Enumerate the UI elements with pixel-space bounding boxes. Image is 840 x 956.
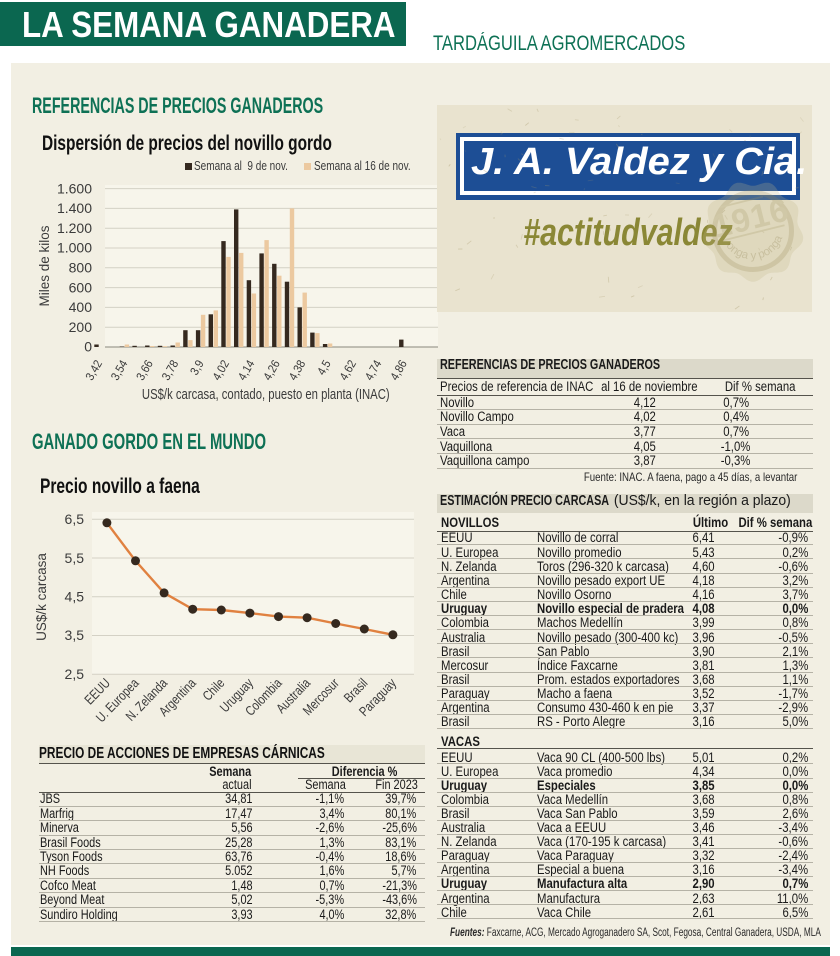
svg-text:4,5: 4,5	[65, 589, 85, 605]
svg-text:6,5: 6,5	[65, 511, 85, 527]
svg-text:4,62: 4,62	[338, 358, 359, 382]
svg-text:3,54: 3,54	[109, 358, 131, 383]
svg-text:4,14: 4,14	[236, 358, 258, 383]
svg-text:1.400: 1.400	[57, 200, 92, 216]
svg-text:1.000: 1.000	[57, 240, 92, 256]
svg-text:1.200: 1.200	[57, 220, 92, 236]
svg-text:400: 400	[69, 299, 93, 315]
svg-text:800: 800	[69, 260, 93, 276]
svg-text:4,86: 4,86	[389, 358, 410, 382]
svg-text:Miles de kilos: Miles de kilos	[37, 225, 52, 306]
svg-text:4,26: 4,26	[262, 358, 283, 382]
svg-text:3,5: 3,5	[65, 627, 85, 643]
svg-text:600: 600	[69, 279, 93, 295]
svg-text:2,5: 2,5	[65, 666, 85, 682]
svg-text:4,74: 4,74	[363, 358, 385, 383]
svg-text:0: 0	[84, 339, 92, 355]
svg-text:3,78: 3,78	[160, 358, 181, 382]
svg-text:200: 200	[69, 319, 93, 335]
svg-text:3,9: 3,9	[188, 358, 206, 377]
svg-text:US$/k carcasa: US$/k carcasa	[34, 553, 49, 641]
svg-text:4,5: 4,5	[315, 358, 333, 377]
svg-text:5,5: 5,5	[65, 550, 85, 566]
svg-text:3,66: 3,66	[135, 358, 156, 382]
svg-text:3,42: 3,42	[84, 358, 105, 382]
svg-text:4,38: 4,38	[287, 358, 308, 382]
svg-text:1.600: 1.600	[57, 180, 92, 196]
svg-text:4,02: 4,02	[211, 358, 232, 382]
